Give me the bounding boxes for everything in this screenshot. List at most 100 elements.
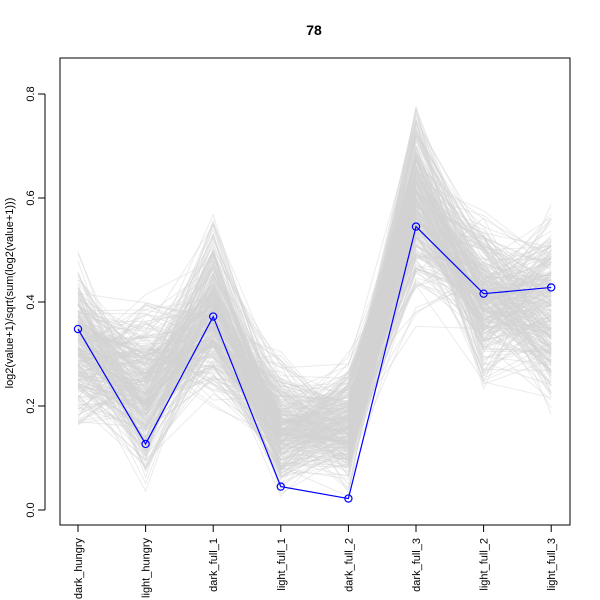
background-profile-line (77, 215, 552, 468)
background-profile-line (77, 157, 552, 444)
background-profile-line (77, 131, 552, 469)
background-profile-line (77, 243, 552, 466)
background-profile-line (77, 206, 552, 443)
background-profile-line (77, 211, 552, 421)
background-profile-line (77, 199, 552, 443)
background-profile-line (77, 211, 552, 470)
background-profile-line (77, 235, 552, 467)
background-profile-line (77, 182, 552, 444)
background-profile-line (77, 201, 552, 431)
background-profile-line (77, 188, 552, 461)
background-profile-line (77, 127, 552, 419)
background-profile-line (77, 159, 552, 445)
background-profile-line (77, 217, 552, 452)
background-profile-line (77, 192, 552, 430)
background-profile-line (77, 278, 552, 435)
background-profile-line (77, 194, 552, 471)
background-profile-line (77, 197, 552, 468)
background-profile-line (77, 156, 552, 436)
background-profile-line (77, 165, 552, 441)
background-profile-line (77, 180, 552, 481)
background-profile-line (77, 124, 552, 434)
background-profile-line (77, 219, 552, 475)
background-profile-line (77, 171, 552, 446)
background-profile-line (77, 165, 552, 426)
background-profile-line (77, 197, 552, 465)
background-profile-line (77, 108, 552, 429)
background-profile-line (77, 281, 552, 430)
background-profile-line (77, 170, 552, 467)
y-tick-label: 0.6 (25, 190, 37, 205)
background-profile-line (77, 256, 552, 459)
background-profile-line (77, 146, 552, 455)
background-profile-line (77, 128, 552, 462)
background-profile-line (77, 181, 552, 439)
background-profile-line (77, 210, 552, 445)
background-profile-line (77, 211, 552, 486)
series-line (77, 225, 552, 500)
background-profile-line (77, 231, 552, 429)
background-profile-line (77, 152, 552, 410)
highlighted-series (73, 222, 556, 503)
background-profile-line (77, 236, 552, 428)
background-profile-line (77, 157, 552, 427)
background-profile-line (77, 210, 552, 464)
background-profile-line (77, 175, 552, 442)
background-profile-line (77, 157, 552, 404)
background-profile-line (77, 120, 552, 437)
background-profile-line (77, 166, 552, 444)
background-profile-line (77, 193, 552, 436)
data-point (479, 289, 488, 298)
background-profile-line (77, 262, 552, 473)
background-profile-line (77, 167, 552, 466)
background-profile-line (77, 199, 552, 450)
background-profile-line (77, 243, 552, 438)
background-profile-line (77, 195, 552, 428)
background-profile-line (77, 173, 552, 437)
background-profile-line (77, 176, 552, 473)
background-profile-line (77, 192, 552, 409)
background-profile-line (77, 193, 552, 399)
background-profile-line (77, 248, 552, 478)
background-profile-line (77, 154, 552, 423)
background-profile-line (77, 177, 552, 485)
background-profile-line (77, 199, 552, 466)
background-profile-line (77, 150, 552, 441)
background-profile-line (77, 185, 552, 424)
background-profile-line (77, 159, 552, 442)
x-tick-label: light_full_1 (276, 538, 288, 591)
background-profile-line (77, 224, 552, 439)
x-tick-label: dark_hungry (73, 538, 85, 600)
data-point (411, 222, 421, 231)
background-profile-line (77, 154, 552, 445)
background-profile-line (77, 178, 552, 417)
background-profile-line (77, 128, 552, 450)
background-profile-line (77, 203, 552, 416)
background-profile-line (77, 266, 552, 470)
background-profile-line (77, 234, 552, 454)
y-tick-label: 0.0 (25, 502, 37, 517)
background-profile-line (77, 166, 552, 452)
background-profile-line (77, 272, 552, 461)
background-profile-line (77, 191, 552, 463)
background-profile-line (77, 277, 552, 461)
background-profile-line (77, 204, 552, 461)
background-profile-line (77, 169, 552, 461)
background-profile-line (77, 245, 552, 412)
background-profile-line (77, 216, 552, 461)
background-profile-line (77, 152, 552, 474)
background-profile-line (77, 254, 552, 471)
background-profile-line (77, 206, 552, 437)
x-tick-label: light_full_3 (546, 538, 558, 591)
background-profile-line (77, 192, 552, 428)
background-profile-line (77, 268, 552, 446)
background-profile-line (77, 147, 552, 451)
background-profile-line (77, 199, 552, 464)
background-profile-line (77, 143, 552, 449)
background-profile-line (77, 257, 552, 428)
background-profile-line (77, 191, 552, 455)
background-profile-line (77, 216, 552, 469)
background-profile-line (77, 188, 552, 464)
background-profile-line (77, 122, 552, 445)
background-profile-line (77, 221, 552, 425)
